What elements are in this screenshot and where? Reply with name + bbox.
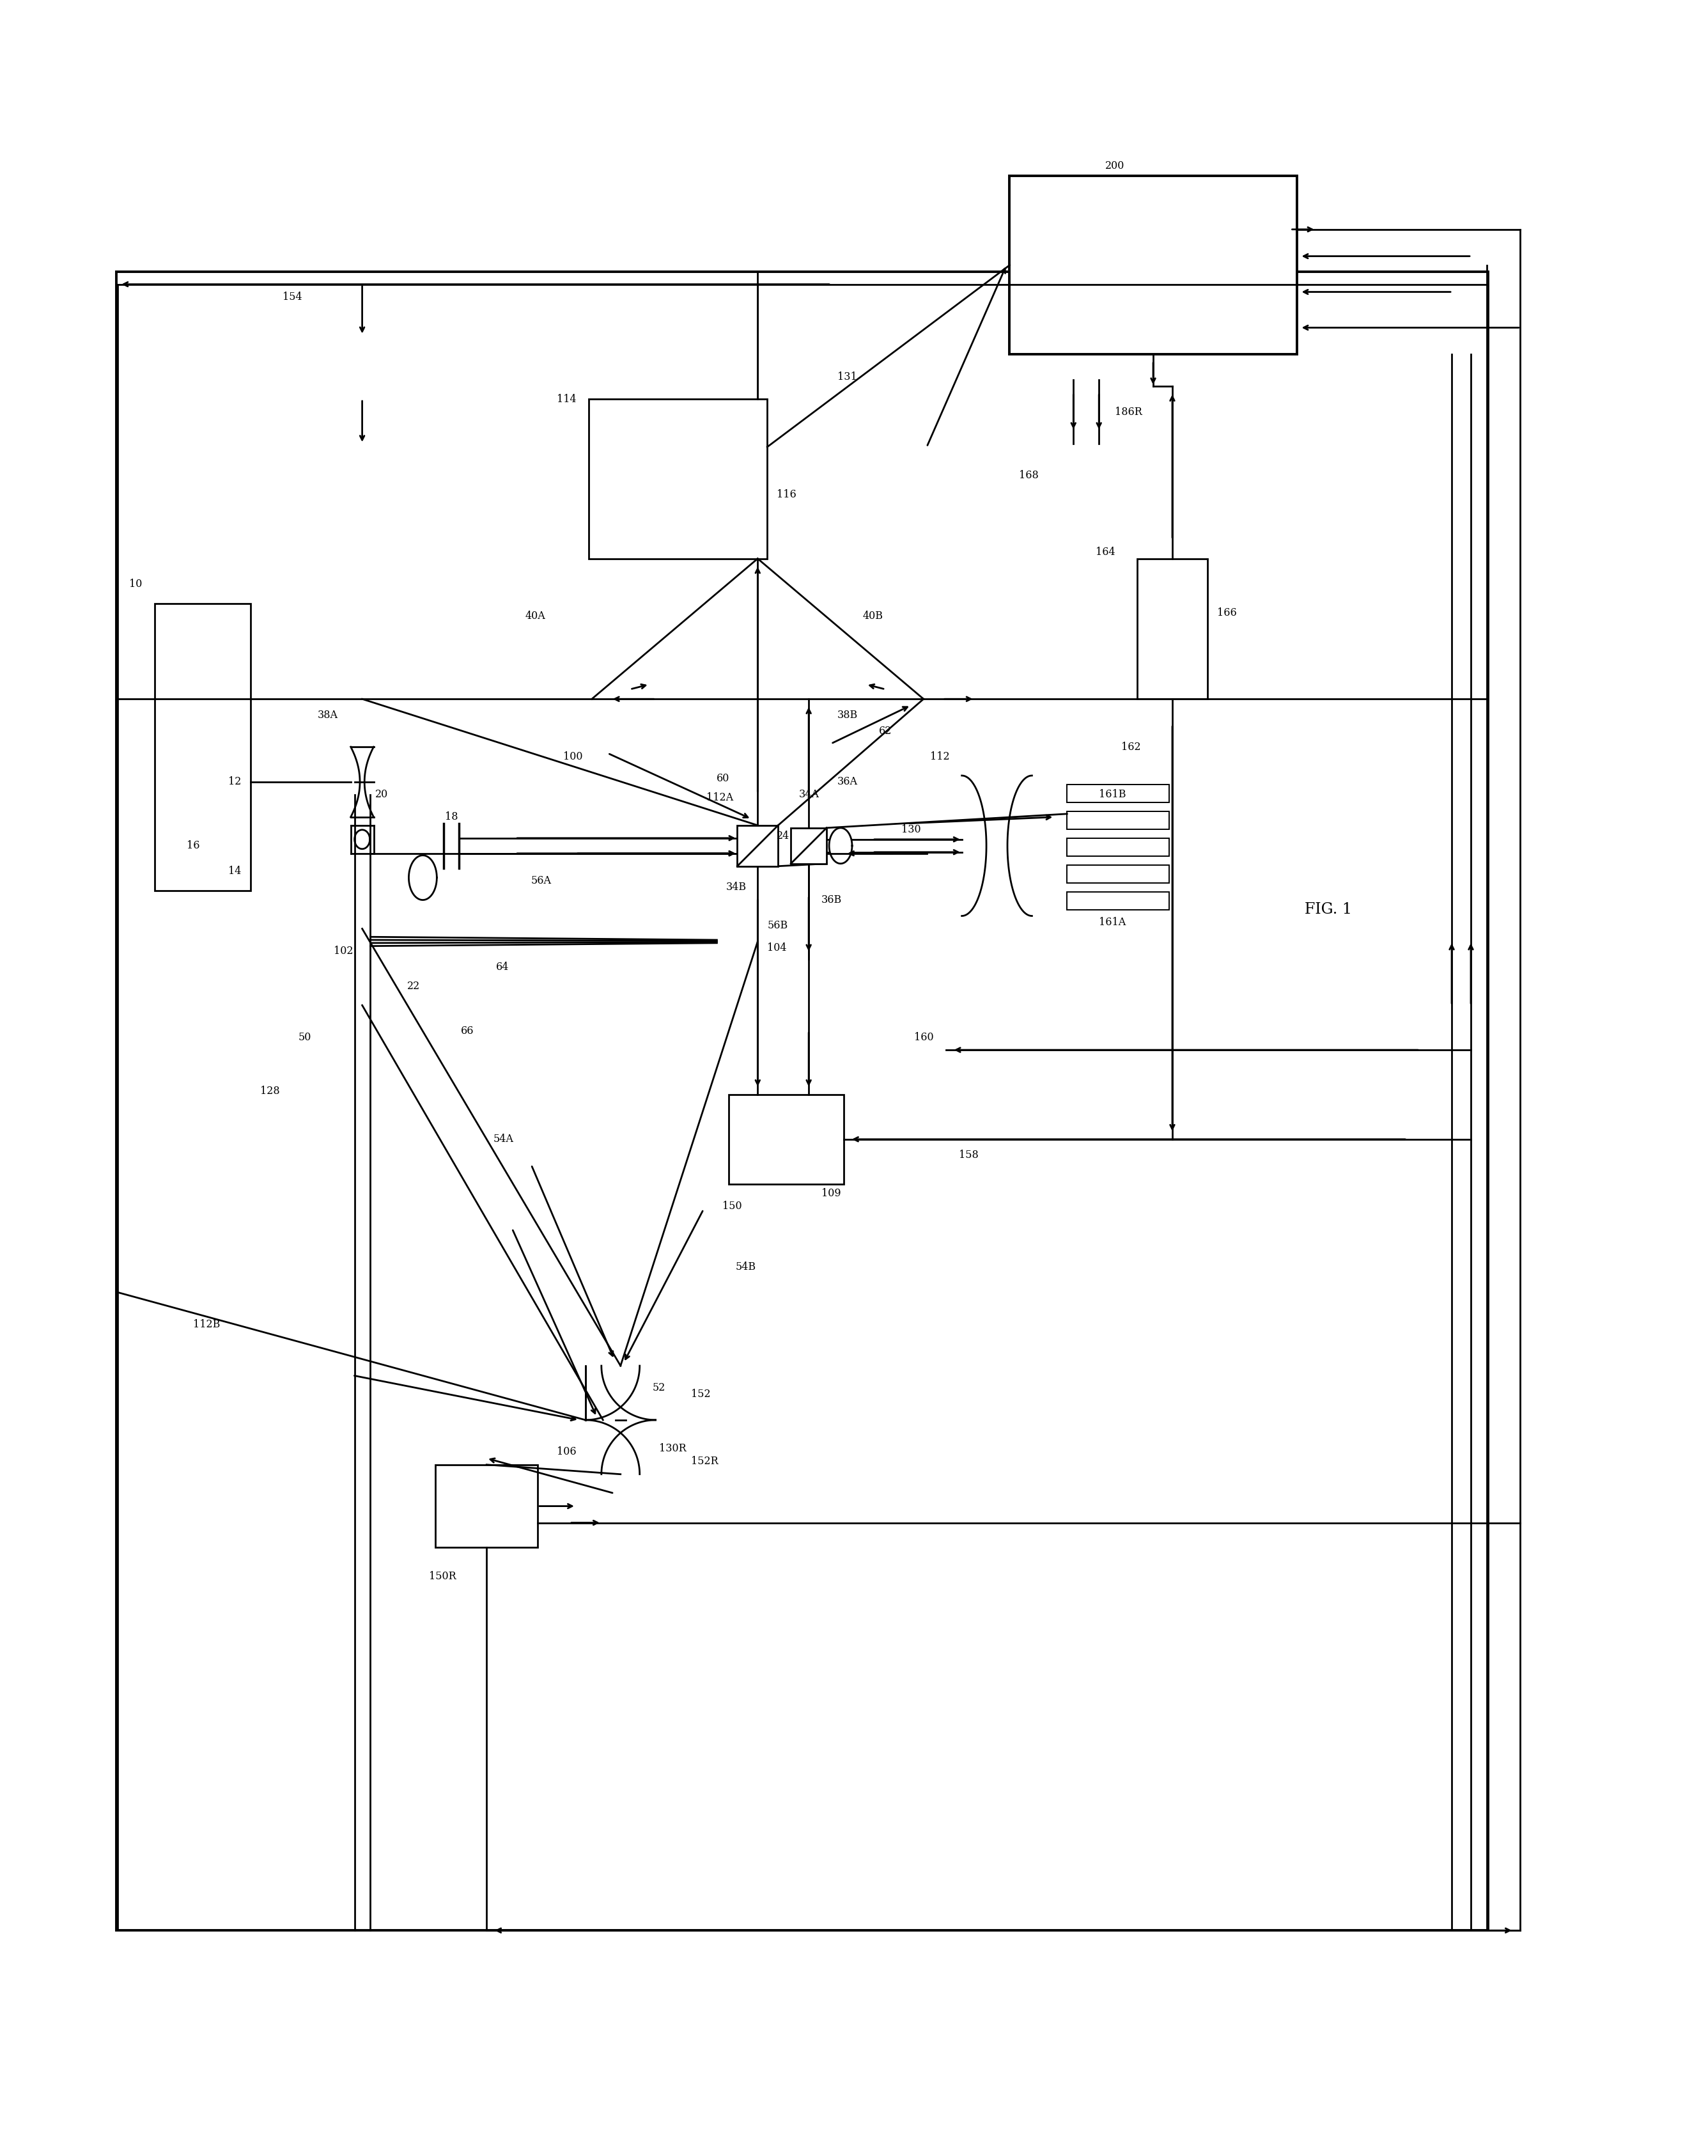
- Text: 66: 66: [461, 1026, 475, 1037]
- Text: 34A: 34A: [799, 789, 820, 800]
- Text: 20: 20: [376, 789, 388, 800]
- Text: 40B: 40B: [863, 610, 883, 621]
- Text: 56B: 56B: [767, 921, 787, 931]
- Text: 168: 168: [1020, 470, 1038, 481]
- Text: 36A: 36A: [837, 776, 857, 787]
- Bar: [116, 272, 1488, 1930]
- Text: 186R: 186R: [1115, 407, 1143, 418]
- Text: 62: 62: [880, 724, 892, 737]
- Text: 160: 160: [914, 1033, 934, 1044]
- Bar: [1009, 177, 1296, 354]
- Text: 161B: 161B: [1098, 789, 1126, 800]
- Text: 24: 24: [777, 830, 789, 841]
- Text: 38B: 38B: [837, 709, 857, 720]
- Text: 54B: 54B: [736, 1261, 757, 1272]
- Text: 150: 150: [722, 1201, 743, 1212]
- Bar: [729, 1095, 844, 1184]
- Text: 40A: 40A: [524, 610, 545, 621]
- Text: 56A: 56A: [531, 875, 552, 886]
- Text: 200: 200: [1105, 162, 1126, 172]
- Text: 154: 154: [282, 291, 302, 302]
- Text: 112A: 112A: [707, 793, 733, 804]
- Text: 152: 152: [690, 1388, 711, 1399]
- Text: 12: 12: [229, 776, 241, 787]
- Text: 161A: 161A: [1098, 916, 1126, 927]
- Text: 162: 162: [1120, 742, 1141, 752]
- Text: 131: 131: [837, 371, 857, 382]
- Text: 14: 14: [229, 867, 241, 877]
- Text: 64: 64: [495, 962, 509, 972]
- Bar: [738, 826, 779, 867]
- Bar: [589, 399, 767, 558]
- Text: 112: 112: [929, 750, 950, 761]
- Text: 166: 166: [1218, 608, 1237, 619]
- Bar: [1138, 558, 1208, 699]
- Text: 50: 50: [299, 1033, 311, 1044]
- Bar: [1068, 785, 1168, 802]
- Text: 128: 128: [260, 1087, 280, 1097]
- Text: 38A: 38A: [318, 709, 338, 720]
- Text: 164: 164: [1097, 548, 1115, 558]
- Text: 10: 10: [130, 578, 142, 589]
- Text: 109: 109: [822, 1188, 840, 1199]
- Text: 100: 100: [564, 750, 582, 761]
- Bar: [1068, 811, 1168, 830]
- Bar: [436, 1464, 538, 1548]
- Text: 36B: 36B: [822, 895, 842, 906]
- Text: 116: 116: [777, 489, 796, 500]
- Text: FIG. 1: FIG. 1: [1305, 901, 1353, 916]
- Text: 104: 104: [767, 942, 787, 953]
- Text: 130R: 130R: [659, 1442, 687, 1453]
- Bar: [1068, 865, 1168, 882]
- Text: 152R: 152R: [690, 1455, 717, 1466]
- Bar: [791, 828, 827, 865]
- Text: 52: 52: [652, 1382, 666, 1393]
- Text: 114: 114: [557, 395, 576, 405]
- Text: 18: 18: [446, 811, 458, 821]
- Text: 54A: 54A: [494, 1134, 514, 1145]
- Bar: [1068, 893, 1168, 910]
- Bar: [1068, 839, 1168, 856]
- Text: 150R: 150R: [429, 1572, 456, 1583]
- Text: 130: 130: [902, 824, 921, 834]
- Text: 34B: 34B: [726, 882, 746, 893]
- Text: 158: 158: [958, 1149, 979, 1160]
- Text: 102: 102: [333, 946, 354, 957]
- Text: 16: 16: [186, 841, 200, 852]
- Text: 60: 60: [716, 774, 729, 785]
- Text: 112B: 112B: [193, 1319, 220, 1330]
- Text: 22: 22: [407, 981, 420, 992]
- Bar: [155, 604, 251, 890]
- Text: 106: 106: [557, 1447, 576, 1457]
